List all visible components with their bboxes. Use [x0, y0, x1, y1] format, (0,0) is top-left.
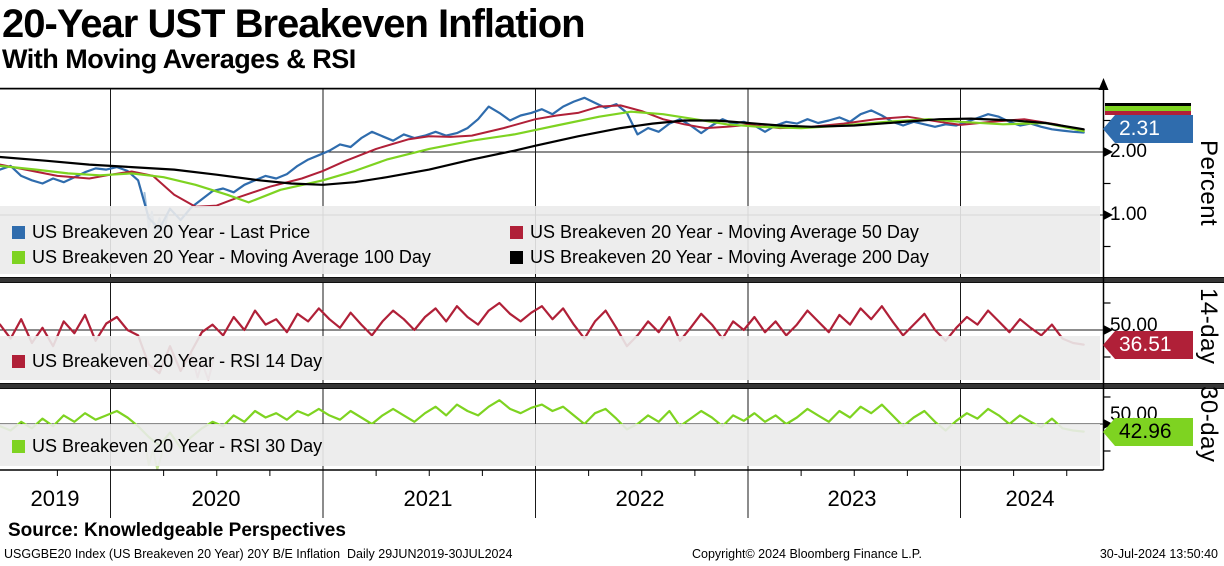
rsi14-tag[interactable]: 36.51: [1103, 331, 1193, 359]
legend-item-rsi14[interactable]: US Breakeven 20 Year - RSI 14 Day: [12, 351, 322, 372]
major-tick-arrow: [1103, 210, 1113, 220]
series-ma100: [0, 110, 1085, 204]
ma50-swatch: [510, 226, 523, 239]
last-price-tag[interactable]: 2.31: [1103, 115, 1193, 143]
rsi14-tag-value: 36.51: [1119, 333, 1172, 356]
panel-series-0: [0, 96, 1085, 237]
security-description: USGGBE20 Index (US Breakeven 20 Year) 20…: [4, 547, 513, 561]
legend-item-ma100[interactable]: US Breakeven 20 Year - Moving Average 10…: [12, 247, 431, 268]
legend-item-last-price[interactable]: US Breakeven 20 Year - Last Price: [12, 222, 310, 243]
series-ma50: [0, 104, 1085, 208]
copyright-notice: Copyright© 2024 Bloomberg Finance L.P.: [692, 547, 922, 561]
major-tick-arrow: [1103, 419, 1113, 429]
x-axis-label-2022: 2022: [615, 486, 665, 511]
legend-background: [0, 336, 1100, 380]
legend-label-rsi14: US Breakeven 20 Year - RSI 14 Day: [32, 351, 323, 371]
panel-separator: [0, 383, 1224, 389]
legend-item-ma200[interactable]: US Breakeven 20 Year - Moving Average 20…: [510, 247, 929, 268]
legend-label-ma200: US Breakeven 20 Year - Moving Average 20…: [530, 247, 929, 267]
rsi14-swatch: [12, 355, 25, 368]
page-subtitle: With Moving Averages & RSI: [2, 44, 356, 74]
legend-item-rsi30[interactable]: US Breakeven 20 Year - RSI 30 Day: [12, 436, 322, 457]
x-axis-label-2024: 2024: [1005, 486, 1055, 511]
y-axis-title-30day: 30-day: [1195, 386, 1222, 463]
legend-background: [0, 424, 1100, 466]
y-axis-label-2: 2.00: [1110, 141, 1147, 162]
chart-timestamp: 30-Jul-2024 13:50:40: [1099, 547, 1218, 561]
y-axis-label-1: 1.00: [1110, 204, 1147, 225]
ma50-tag-strip: [1105, 111, 1191, 115]
last-price-swatch: [12, 226, 25, 239]
rsi30-tag-value: 42.96: [1119, 420, 1172, 443]
x-axis-label-2020: 2020: [191, 486, 241, 511]
page-title: 20-Year UST Breakeven Inflation: [2, 2, 586, 46]
ma100-tag-strip: [1105, 106, 1191, 111]
legend-item-ma50[interactable]: US Breakeven 20 Year - Moving Average 50…: [510, 222, 919, 243]
y-axis-label-rsi14-50: 50.00: [1110, 315, 1158, 336]
major-tick-arrow: [1103, 325, 1113, 335]
ma200-swatch: [510, 251, 523, 264]
major-tick-arrow: [1103, 147, 1113, 157]
legend-background: [0, 206, 1100, 274]
rsi30-swatch: [12, 440, 25, 453]
legend-label-last-price: US Breakeven 20 Year - Last Price: [32, 222, 311, 242]
last-price-tag-value: 2.31: [1119, 117, 1160, 140]
legend-label-rsi30: US Breakeven 20 Year - RSI 30 Day: [32, 436, 323, 456]
legend-label-ma100: US Breakeven 20 Year - Moving Average 10…: [32, 247, 431, 267]
x-axis-label-2023: 2023: [827, 486, 877, 511]
x-axis-label-2021: 2021: [403, 486, 453, 511]
ma200-tag-strip: [1105, 103, 1191, 106]
rsi30-tag[interactable]: 42.96: [1103, 418, 1193, 446]
series-ma200: [0, 117, 1085, 186]
panel-separator: [0, 277, 1224, 283]
y-axis-title-14day: 14-day: [1195, 288, 1222, 365]
y-axis-title-percent: Percent: [1195, 140, 1222, 227]
source-credit: Source: Knowledgeable Perspectives: [8, 520, 346, 541]
axis-top-arrow: [1098, 78, 1109, 90]
x-axis-label-2019: 2019: [30, 486, 80, 511]
legend-label-ma50: US Breakeven 20 Year - Moving Average 50…: [530, 222, 919, 242]
ma100-swatch: [12, 251, 25, 264]
